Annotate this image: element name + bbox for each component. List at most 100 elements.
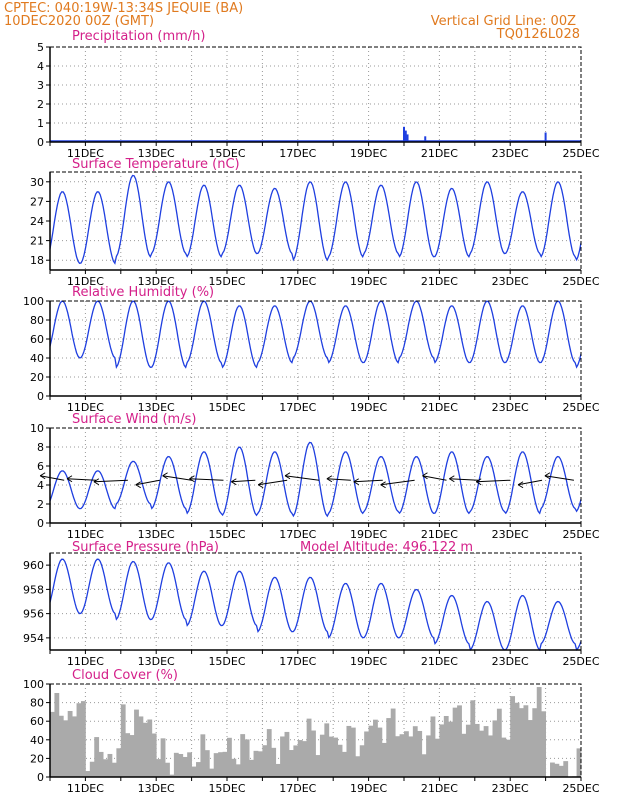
cloud-bar bbox=[253, 750, 259, 777]
cloud-bar bbox=[147, 719, 153, 777]
cloud-bar bbox=[373, 719, 378, 777]
cloud-bar bbox=[315, 755, 321, 777]
x-tick-label: 13DEC bbox=[138, 528, 175, 541]
cloud-bar bbox=[58, 715, 64, 777]
y-tick-label: 4 bbox=[37, 479, 44, 492]
cloud-bar bbox=[430, 716, 436, 777]
cloud-bar bbox=[443, 715, 449, 777]
panel-title: Cloud Cover (%) bbox=[72, 668, 178, 683]
cloud-bar bbox=[235, 764, 241, 777]
cloud-bar bbox=[306, 718, 312, 777]
wind-arrow bbox=[135, 479, 160, 486]
cloud-bar bbox=[505, 739, 511, 777]
cloud-bar bbox=[191, 766, 197, 777]
panel-1: Surface Temperature (nC) 18 21 24 27 30 11DEC 1… bbox=[30, 157, 600, 288]
header-line2: 10DEC2020 00Z (GMT) bbox=[4, 14, 154, 29]
y-tick-label: 40 bbox=[30, 734, 44, 747]
precip-bar bbox=[406, 134, 409, 142]
x-tick-label: 15DEC bbox=[208, 401, 245, 414]
cloud-bar bbox=[324, 723, 330, 777]
wind-arrow bbox=[449, 478, 479, 481]
x-tick-label: 11DEC bbox=[67, 401, 104, 414]
cloud-bar bbox=[262, 745, 268, 777]
cloud-bar bbox=[576, 748, 582, 777]
cloud-bar bbox=[395, 736, 400, 777]
cloud-bar bbox=[288, 750, 294, 777]
cloud-bar bbox=[227, 737, 232, 777]
cloud-bar bbox=[284, 731, 290, 777]
y-tick-label: 6 bbox=[37, 460, 44, 473]
cloud-bar bbox=[519, 708, 524, 777]
y-tick-label: 0 bbox=[37, 136, 44, 149]
cloud-bar bbox=[50, 711, 55, 777]
y-tick-label: 3 bbox=[37, 79, 44, 92]
x-tick-label: 17DEC bbox=[279, 655, 316, 668]
series-line bbox=[49, 174, 582, 265]
cloud-bar bbox=[165, 762, 170, 777]
panel-frame bbox=[49, 427, 582, 524]
cloud-bar bbox=[342, 751, 347, 777]
y-tick-label: 21 bbox=[30, 235, 44, 248]
x-tick-label: 17DEC bbox=[279, 147, 316, 160]
cloud-bar bbox=[275, 763, 281, 777]
wind-arrowhead bbox=[257, 481, 264, 489]
x-tick-label: 17DEC bbox=[279, 528, 316, 541]
panel-annotation: Model Altitude: 496.122 m bbox=[300, 540, 473, 555]
y-tick-label: 2 bbox=[37, 98, 44, 111]
x-tick-label: 19DEC bbox=[350, 401, 387, 414]
wind-arrow bbox=[40, 475, 65, 481]
x-tick-label: 15DEC bbox=[208, 655, 245, 668]
panel-title: Surface Pressure (hPa) bbox=[72, 540, 219, 555]
cloud-bar bbox=[452, 707, 458, 777]
wind-arrowhead bbox=[162, 472, 168, 480]
cloud-bar bbox=[346, 725, 352, 777]
cloud-bar bbox=[417, 730, 423, 777]
y-tick-label: 80 bbox=[30, 697, 44, 710]
panel-0: Precipitation (mm/h) 0 1 2 3 4 5 11DEC 13DEC 15DE… bbox=[37, 29, 600, 160]
cloud-bar bbox=[355, 756, 361, 777]
y-tick-label: 956 bbox=[23, 608, 44, 621]
x-tick-label: 15DEC bbox=[208, 528, 245, 541]
cloud-bar bbox=[218, 752, 223, 777]
x-tick-label: 21DEC bbox=[421, 275, 458, 288]
cloud-bar bbox=[182, 756, 188, 777]
cloud-bar bbox=[350, 727, 356, 777]
wind-arrowhead bbox=[353, 478, 360, 486]
cloud-bar bbox=[337, 744, 343, 777]
cloud-bar bbox=[302, 741, 308, 777]
x-tick-label: 17DEC bbox=[279, 275, 316, 288]
wind-arrowhead bbox=[66, 475, 73, 483]
x-tick-label: 23DEC bbox=[492, 782, 529, 795]
wind-arrow bbox=[93, 479, 128, 483]
x-tick-label: 11DEC bbox=[67, 655, 104, 668]
wind-arrow bbox=[258, 479, 288, 486]
x-tick-label: 11DEC bbox=[67, 782, 104, 795]
panel-3: Surface Wind (m/s) 0 2 4 6 8 10 11DEC 13DEC 15DEC… bbox=[30, 412, 600, 541]
panel-5: Cloud Cover (%) 0 20 40 60 80 100 11DEC 13DEC 15D… bbox=[23, 668, 600, 795]
cloud-bar bbox=[386, 718, 392, 777]
x-tick-label: 23DEC bbox=[492, 401, 529, 414]
cloud-bar bbox=[116, 748, 122, 777]
precip-bar bbox=[404, 130, 407, 142]
cloud-bar bbox=[209, 768, 215, 777]
x-tick-label: 23DEC bbox=[492, 528, 529, 541]
y-tick-label: 24 bbox=[30, 215, 44, 228]
cloud-bar bbox=[134, 709, 139, 777]
wind-arrowhead bbox=[189, 475, 195, 483]
cloud-bar bbox=[111, 762, 117, 777]
cloud-bar bbox=[178, 753, 184, 777]
cloud-bar bbox=[138, 716, 144, 777]
cloud-bar bbox=[125, 733, 131, 777]
x-tick-label: 13DEC bbox=[138, 147, 175, 160]
x-tick-label: 23DEC bbox=[492, 275, 529, 288]
series-line bbox=[49, 558, 582, 652]
x-tick-label: 21DEC bbox=[421, 782, 458, 795]
cloud-bar bbox=[249, 759, 254, 777]
x-tick-label: 15DEC bbox=[208, 275, 245, 288]
x-tick-label: 19DEC bbox=[350, 782, 387, 795]
cloud-bar bbox=[173, 752, 179, 777]
cloud-bar bbox=[231, 758, 237, 777]
panel-title: Surface Wind (m/s) bbox=[72, 412, 196, 427]
cloud-bar bbox=[94, 737, 100, 777]
